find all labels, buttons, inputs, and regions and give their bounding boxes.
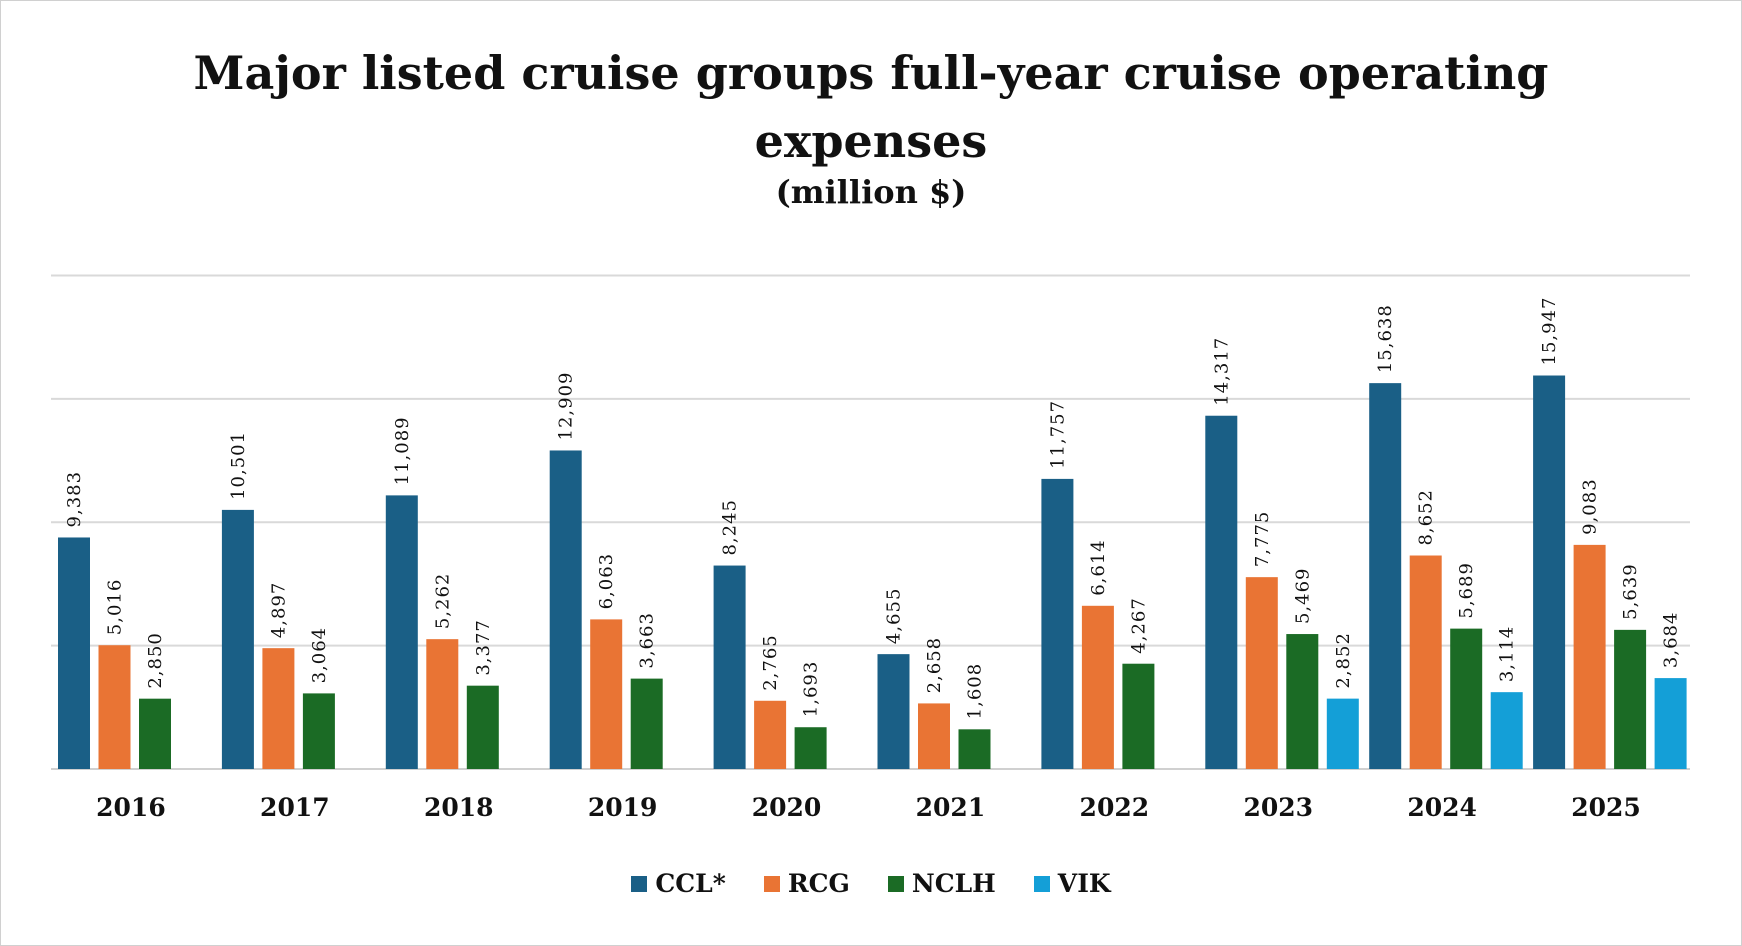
legend-item-ccl: CCL*: [631, 869, 726, 898]
bar-nclh-2019: [630, 678, 663, 769]
data-label: 7,775: [1252, 511, 1273, 568]
legend-item-nclh: NCLH: [887, 869, 996, 898]
data-label: 5,016: [105, 579, 126, 636]
bar-ccl-2022: [1041, 478, 1074, 769]
data-label: 3,684: [1661, 612, 1682, 669]
bar-nclh-2020: [794, 727, 827, 769]
data-label: 1,693: [801, 661, 822, 718]
bar-rcg-2018: [426, 639, 459, 769]
x-tick-label: 2020: [752, 793, 822, 822]
data-label: 15,638: [1375, 304, 1396, 373]
bar-nclh-2023: [1286, 634, 1319, 769]
data-label: 11,089: [392, 416, 413, 485]
legend-item-vik: VIK: [1033, 869, 1111, 898]
data-label: 1,608: [965, 663, 986, 720]
chart-title: Major listed cruise groups full-year cru…: [193, 46, 1549, 168]
legend-swatch: [763, 875, 780, 892]
legend-label: CCL*: [655, 869, 726, 898]
bar-nclh-2018: [466, 685, 499, 769]
data-label: 9,383: [64, 471, 85, 528]
bar-rcg-2021: [918, 703, 950, 769]
x-tick-label: 2016: [96, 793, 166, 822]
bar-rcg-2019: [590, 619, 623, 769]
x-tick-label: 2018: [424, 793, 494, 822]
bar-rcg-2017: [262, 648, 295, 769]
bar-ccl-2016: [58, 537, 90, 769]
bar-ccl-2024: [1369, 383, 1402, 769]
data-label: 3,114: [1497, 626, 1518, 683]
data-label: 10,501: [228, 431, 249, 500]
bar-rcg-2020: [754, 700, 787, 769]
bar-nclh-2025: [1614, 629, 1647, 769]
bar-ccl-2019: [549, 450, 582, 769]
x-tick-label: 2019: [588, 793, 658, 822]
data-label: 8,245: [720, 499, 741, 556]
data-label: 2,850: [145, 632, 166, 689]
bar-nclh-2021: [958, 729, 991, 769]
data-label: 3,377: [473, 619, 494, 676]
legend-label: RCG: [787, 869, 850, 898]
data-label: 2,658: [924, 637, 945, 694]
x-tick-label: 2025: [1571, 793, 1641, 822]
bar-ccl-2021: [877, 654, 910, 769]
data-label: 3,064: [309, 627, 330, 684]
data-label: 5,689: [1456, 562, 1477, 619]
bar-rcg-2022: [1081, 605, 1114, 769]
bar-vik-2024: [1490, 692, 1523, 769]
data-label: 9,083: [1580, 478, 1601, 535]
data-label: 6,614: [1088, 539, 1109, 596]
chart-subtitle: (million $): [775, 173, 967, 211]
bar-rcg-2016: [98, 645, 131, 769]
bar-ccl-2017: [221, 509, 254, 769]
x-tick-label: 2023: [1243, 793, 1313, 822]
bar-rcg-2025: [1573, 544, 1606, 769]
data-label: 5,262: [432, 573, 453, 630]
data-label: 12,909: [556, 371, 577, 440]
legend-swatch: [1033, 875, 1050, 892]
bar-ccl-2023: [1205, 415, 1238, 769]
data-label: 8,652: [1416, 489, 1437, 546]
x-tick-label: 2024: [1407, 793, 1477, 822]
bar-nclh-2016: [139, 698, 171, 769]
legend: CCL* RCG NCLH VIK: [1, 869, 1741, 898]
data-label: 2,765: [760, 634, 781, 691]
bar-rcg-2023: [1245, 577, 1278, 769]
legend-label: VIK: [1057, 869, 1111, 898]
data-label: 4,897: [268, 582, 289, 639]
bar-nclh-2017: [302, 693, 335, 769]
bar-ccl-2018: [385, 495, 418, 769]
x-tick-label: 2017: [260, 793, 330, 822]
bar-ccl-2025: [1533, 375, 1566, 769]
x-tick-label: 2021: [916, 793, 986, 822]
bar-nclh-2024: [1450, 628, 1483, 769]
data-label: 4,267: [1128, 597, 1149, 654]
data-label: 15,947: [1539, 297, 1560, 366]
bar-rcg-2024: [1409, 555, 1442, 769]
legend-label: NCLH: [911, 869, 996, 898]
bar-vik-2023: [1326, 698, 1359, 769]
data-label: 4,655: [884, 588, 905, 645]
bar-ccl-2020: [713, 565, 746, 769]
data-label: 2,852: [1333, 632, 1354, 689]
bar-vik-2025: [1654, 678, 1687, 769]
data-label: 3,663: [637, 612, 658, 669]
x-tick-label: 2022: [1080, 793, 1150, 822]
data-label: 5,639: [1620, 563, 1641, 620]
legend-item-rcg: RCG: [763, 869, 850, 898]
bar-nclh-2022: [1122, 663, 1155, 769]
data-label: 6,063: [596, 553, 617, 610]
legend-swatch: [631, 875, 648, 892]
data-label: 11,757: [1047, 400, 1068, 469]
data-label: 14,317: [1211, 337, 1232, 406]
data-label: 5,469: [1292, 568, 1313, 625]
legend-swatch: [887, 875, 904, 892]
